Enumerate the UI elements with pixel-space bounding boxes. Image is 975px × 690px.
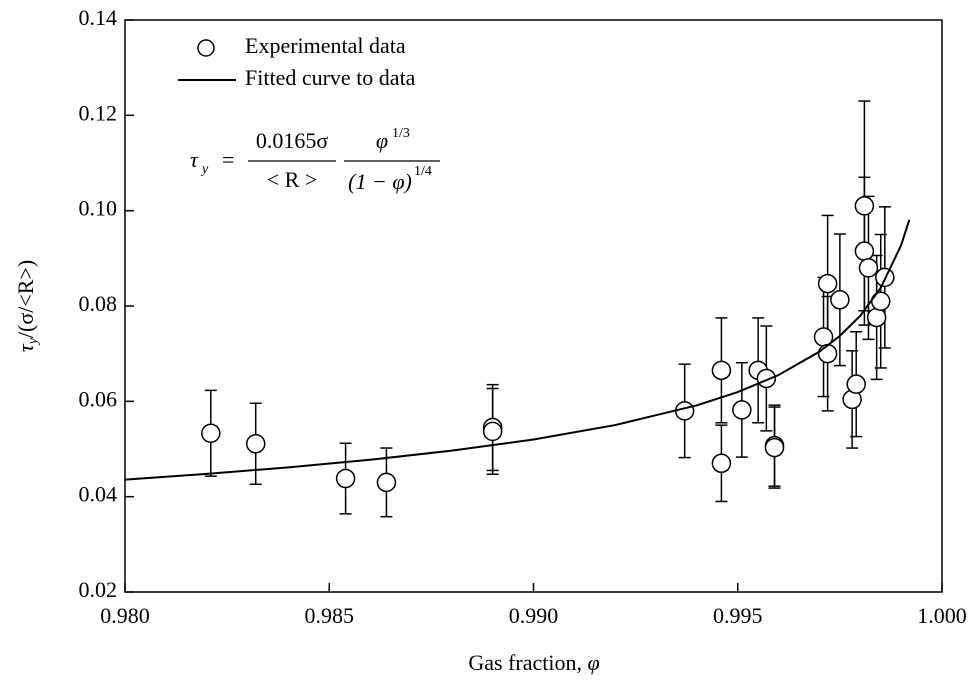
eq-sign: = bbox=[222, 147, 234, 172]
y-label-sub: y bbox=[26, 337, 41, 346]
y-tick-label: 0.10 bbox=[79, 196, 118, 221]
data-point bbox=[854, 241, 875, 261]
x-label-text: Gas fraction, bbox=[468, 650, 587, 675]
x-label-symbol: φ bbox=[587, 650, 599, 675]
data-point bbox=[674, 401, 695, 421]
data-point bbox=[866, 307, 887, 328]
x-axis-label: Gas fraction, φ bbox=[468, 650, 599, 675]
y-tick-label: 0.14 bbox=[79, 5, 118, 30]
plot-frame bbox=[124, 19, 943, 593]
eq-lhs-sub: y bbox=[200, 162, 209, 177]
data-point bbox=[376, 472, 397, 493]
data-point bbox=[711, 453, 732, 474]
data-point bbox=[711, 360, 732, 381]
legend-label: Fitted curve to data bbox=[245, 65, 416, 90]
x-tick-label: 0.995 bbox=[713, 603, 763, 628]
x-tick-label: 1.000 bbox=[917, 603, 967, 628]
y-tick-label: 0.12 bbox=[79, 100, 118, 125]
data-point bbox=[854, 196, 875, 216]
fit-curve bbox=[124, 219, 911, 481]
data-point bbox=[817, 273, 838, 294]
eq-den1: < R > bbox=[267, 167, 318, 192]
data-point bbox=[830, 290, 850, 310]
x-tick-label: 0.990 bbox=[509, 603, 559, 628]
legend-label: Experimental data bbox=[245, 33, 406, 58]
y-axis-label: τy/(σ/<R>) bbox=[13, 260, 41, 352]
eq-num2-sup: 1/3 bbox=[392, 126, 410, 141]
legend-marker bbox=[197, 39, 215, 57]
eq-den2: (1 − φ) bbox=[348, 169, 412, 194]
eq-den2-sup: 1/4 bbox=[414, 164, 432, 179]
y-tick-label: 0.08 bbox=[79, 291, 118, 316]
eq-num2: φ bbox=[376, 128, 388, 153]
y-label-symbol: τ bbox=[13, 343, 38, 352]
y-tick-label: 0.06 bbox=[79, 386, 118, 411]
y-tick-label: 0.04 bbox=[79, 482, 118, 507]
data-point bbox=[858, 258, 879, 278]
x-tick-label: 0.985 bbox=[305, 603, 355, 628]
data-point bbox=[817, 343, 838, 364]
eq-lhs: τ bbox=[190, 147, 199, 172]
data-point bbox=[732, 400, 752, 420]
y-label-rest: /(σ/<R>) bbox=[13, 260, 38, 338]
data-point bbox=[201, 423, 221, 444]
data-point bbox=[482, 421, 503, 442]
data-point bbox=[846, 374, 866, 394]
equation: τ y = 0.0165σ < R > φ 1/3 (1 − φ) 1/4 bbox=[190, 126, 440, 194]
eq-num1: 0.0165σ bbox=[256, 128, 329, 153]
data-point bbox=[245, 434, 266, 454]
data-point bbox=[764, 437, 785, 458]
data-point bbox=[335, 468, 356, 489]
y-tick-label: 0.02 bbox=[79, 577, 118, 602]
x-tick-label: 0.980 bbox=[100, 603, 150, 628]
